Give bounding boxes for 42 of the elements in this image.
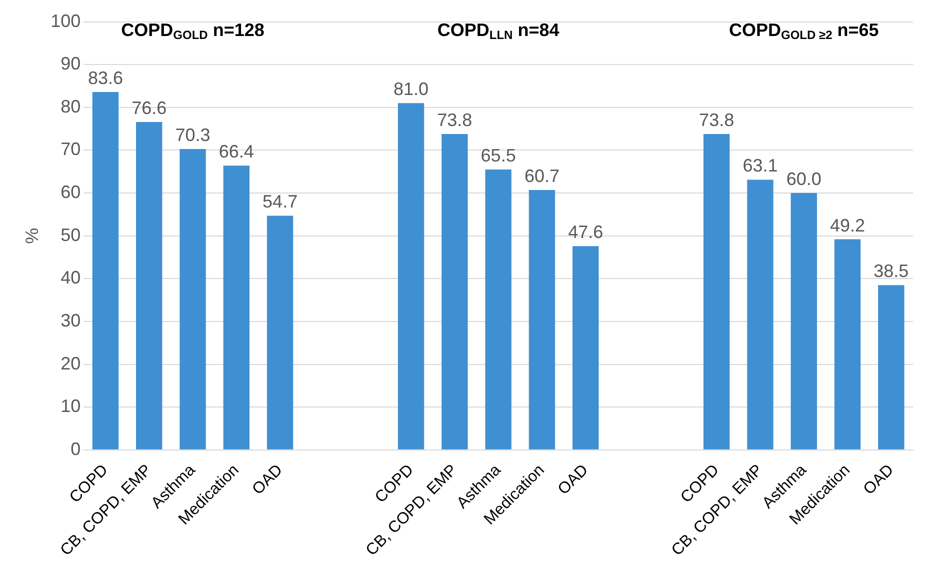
data-label: 76.6 <box>132 98 167 118</box>
bar <box>747 180 774 450</box>
y-tick-label: 10 <box>60 396 81 416</box>
data-label: 81.0 <box>393 79 429 100</box>
bar <box>878 285 904 450</box>
bar <box>92 92 119 450</box>
y-tick-label: 0 <box>70 438 81 459</box>
data-label: 54.7 <box>262 192 298 212</box>
y-tick-label: 90 <box>60 54 81 74</box>
data-label: 83.6 <box>88 68 123 88</box>
bar <box>572 246 599 450</box>
bar <box>136 122 162 450</box>
y-tick-label: 70 <box>60 139 81 160</box>
y-tick-label: 20 <box>60 353 81 374</box>
data-label: 65.5 <box>480 145 516 166</box>
bar <box>528 190 556 450</box>
data-label: 73.8 <box>699 110 734 130</box>
data-label: 73.8 <box>437 110 472 130</box>
y-tick-label: 80 <box>60 96 81 116</box>
bar <box>180 148 206 450</box>
bar <box>223 166 250 450</box>
bar <box>703 134 730 450</box>
data-label: 66.4 <box>218 142 254 162</box>
data-label: 60.7 <box>524 166 560 186</box>
bar <box>834 239 861 450</box>
bar <box>442 134 468 450</box>
data-label: 63.1 <box>742 156 778 176</box>
bar <box>485 170 512 450</box>
data-label: 47.6 <box>568 222 604 242</box>
data-label: 38.5 <box>874 261 909 282</box>
data-label: 49.2 <box>830 215 866 236</box>
y-tick-label: 40 <box>60 268 81 288</box>
bar <box>398 103 424 450</box>
y-tick-label: 50 <box>60 224 81 245</box>
y-tick-label: 60 <box>60 182 81 202</box>
y-axis-title: % <box>22 228 42 244</box>
data-label: 70.3 <box>175 124 210 145</box>
data-label: 60.0 <box>786 169 822 190</box>
bar <box>266 216 294 450</box>
y-tick-label: 30 <box>60 310 81 330</box>
bar <box>790 193 817 450</box>
y-tick-label: 100 <box>50 10 81 31</box>
